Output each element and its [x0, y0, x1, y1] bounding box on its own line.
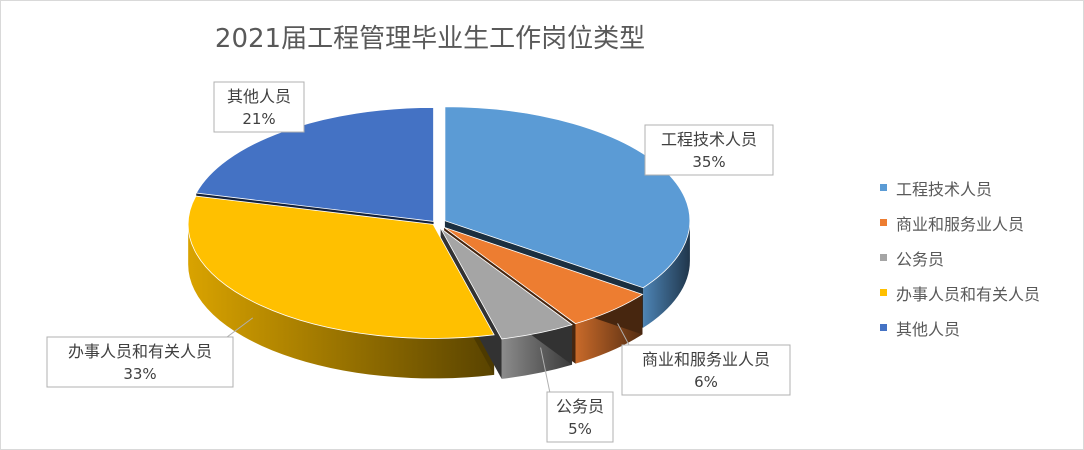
leader-line-2 [540, 347, 551, 395]
data-label-value-3: 33% [123, 365, 156, 383]
legend-swatch-4 [880, 324, 887, 331]
slice-2 [440, 228, 573, 340]
data-label-value-2: 5% [568, 420, 592, 438]
data-label-name-2: 公务员 [556, 397, 604, 416]
legend-label-1: 商业和服务业人员 [896, 214, 1025, 234]
data-label-name-0: 工程技术人员 [661, 130, 757, 149]
data-label-box-0 [644, 124, 774, 176]
data-label-box-3 [46, 336, 234, 388]
legend: 工程技术人员商业和服务业人员 公务员办事人员和有关人员 其他人员 [880, 170, 1040, 345]
data-label-box-4 [213, 81, 305, 133]
legend-label-2: 公务员 [896, 249, 945, 269]
slice-1 [443, 226, 644, 325]
data-label-value-0: 35% [692, 153, 725, 171]
chart-title: 2021届工程管理毕业生工作岗位类型 [214, 24, 646, 54]
legend-swatch-3 [880, 289, 887, 296]
legend-item-2: 公务员 [880, 240, 1040, 275]
data-label-3: 办事人员和有关人员 33% [46, 317, 254, 388]
leader-line-3 [223, 317, 254, 340]
slice-side-0 [643, 220, 690, 328]
data-label-box-1 [621, 344, 791, 396]
data-label-0: 工程技术人员 35% [644, 124, 774, 176]
data-label-value-1: 6% [694, 373, 718, 391]
data-label-name-3: 办事人员和有关人员 [68, 342, 212, 361]
legend-label-3: 办事人员和有关人员 [896, 284, 1041, 304]
leader-line-1 [617, 323, 631, 348]
slice-3 [187, 195, 495, 339]
legend-swatch-0 [880, 184, 887, 191]
legend-label-4: 其他人员 [896, 319, 961, 339]
data-label-name-1: 商业和服务业人员 [642, 350, 770, 369]
legend-swatch-2 [880, 254, 887, 261]
legend-item-0: 工程技术人员 [880, 170, 1040, 205]
data-label-2: 公务员 5% [540, 347, 614, 443]
data-label-name-4: 其他人员 [227, 87, 291, 106]
data-label-box-2 [546, 391, 614, 443]
slice-side-3 [188, 224, 495, 379]
data-label-4: 其他人员 21% [213, 81, 305, 133]
legend-item-1: 商业和服务业人员 [880, 205, 1040, 240]
data-label-1: 商业和服务业人员 6% [617, 323, 791, 396]
data-label-value-4: 21% [242, 110, 275, 128]
legend-label-0: 工程技术人员 [896, 179, 993, 199]
legend-item-4: 其他人员 [880, 310, 1040, 345]
legend-item-3: 办事人员和有关人员 [880, 275, 1040, 310]
legend-swatch-1 [880, 219, 887, 226]
